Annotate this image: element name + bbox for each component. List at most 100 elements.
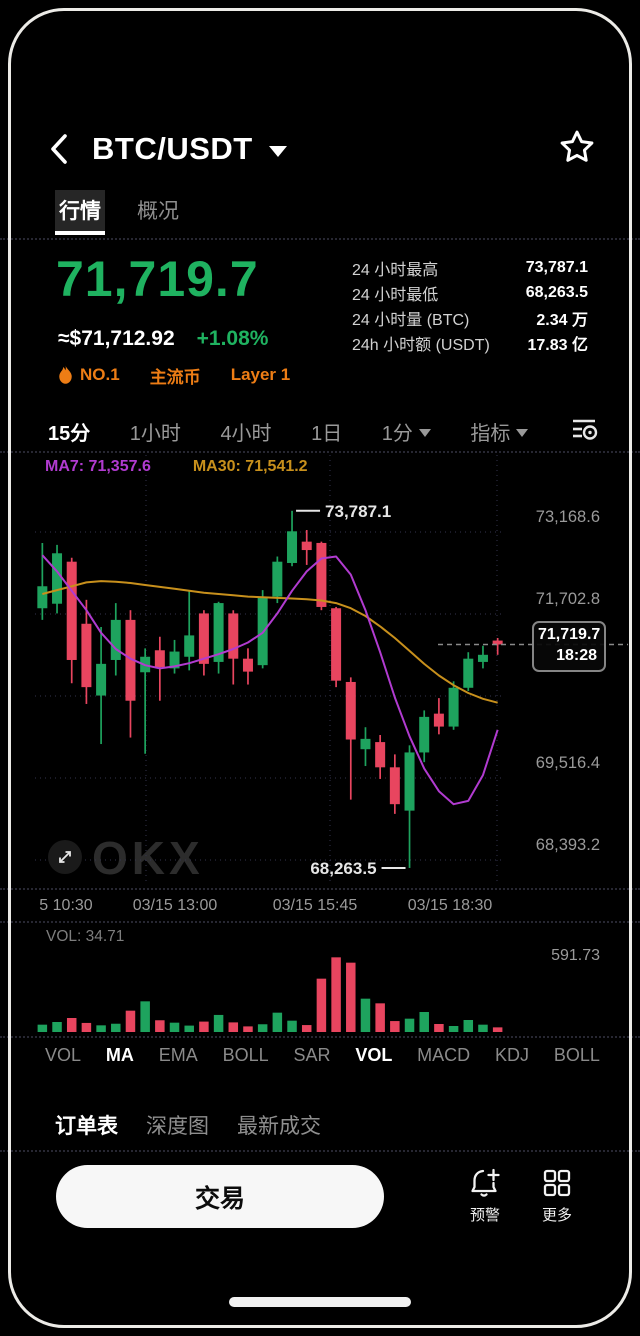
timeframe-more-dropdown[interactable]: 1分	[382, 417, 431, 446]
volume-bar	[434, 1024, 444, 1032]
candle-body	[169, 651, 180, 669]
favorite-button[interactable]	[558, 128, 596, 171]
volume-bar	[169, 1022, 180, 1032]
candle-body	[184, 635, 195, 657]
indicator-boll2[interactable]: BOLL	[553, 1044, 600, 1065]
x-axis-tick: 03/15 15:45	[272, 897, 358, 914]
bell-plus-icon	[471, 1168, 500, 1197]
volume-bar	[155, 1020, 165, 1032]
volume-bar	[243, 1026, 253, 1032]
volume-bar	[81, 1022, 92, 1032]
price-row: ≈$71,712.92 +1.08%	[58, 327, 268, 351]
caret-down-icon	[268, 145, 287, 157]
last-price: 71,719.7	[56, 251, 259, 307]
volume-bar	[257, 1024, 268, 1032]
indicator-ma[interactable]: MA	[105, 1044, 134, 1065]
candle-body	[477, 654, 488, 662]
candle-body	[228, 613, 239, 659]
tab-orderbook[interactable]: 订单表	[55, 1115, 118, 1138]
star-icon	[560, 130, 594, 162]
tab-depth[interactable]: 深度图	[146, 1115, 209, 1138]
candle-body	[81, 623, 92, 688]
back-button[interactable]	[48, 131, 78, 167]
divider	[0, 888, 640, 890]
timeframe-bar: 15分 1小时 4小时 1日 1分 指标	[48, 415, 600, 447]
indicator-ema[interactable]: EMA	[158, 1044, 198, 1065]
timeframe-4h[interactable]: 4小时	[220, 422, 272, 445]
candle-body	[375, 742, 386, 768]
alert-button[interactable]: 预警	[453, 1166, 517, 1225]
ma30-line	[42, 580, 498, 704]
section-tabs: 行情 概况	[55, 190, 179, 233]
y-axis-tick: 68,393.2	[535, 836, 600, 854]
candle-body	[110, 619, 121, 660]
timeframe-15m[interactable]: 15分	[48, 422, 91, 445]
candle-body	[433, 713, 444, 727]
badge-rank[interactable]: NO.1	[58, 365, 120, 385]
volume-bar	[66, 1018, 77, 1032]
x-axis-tick: 03/15 18:30	[407, 897, 493, 914]
indicator-sar[interactable]: SAR	[293, 1044, 331, 1065]
candle-body	[287, 531, 298, 563]
caret-down-icon	[418, 428, 431, 437]
candle-body	[448, 687, 459, 727]
stats-panel: 24 小时最高 73,787.1 24 小时最低 68,263.5 24 小时量…	[352, 255, 588, 355]
flame-icon	[59, 365, 72, 384]
indicator-boll[interactable]: BOLL	[222, 1044, 269, 1065]
expand-chart-button[interactable]	[48, 840, 82, 874]
more-button[interactable]: 更多	[525, 1166, 589, 1225]
candle-body	[242, 658, 253, 672]
volume-bar	[272, 1012, 283, 1032]
candle-body	[492, 640, 503, 645]
caret-down-icon	[516, 428, 529, 437]
indicator-tabs: VOL MA EMA BOLL SAR VOL MACD KDJ BOLL	[45, 1040, 600, 1070]
timeframe-1h[interactable]: 1小时	[129, 422, 181, 445]
stat-row: 24 小时量 (BTC) 2.34 万	[352, 311, 588, 329]
x-axis-tick: 03/15 13:00	[132, 897, 218, 914]
volume-bar	[331, 957, 341, 1032]
change-percent: +1.08%	[196, 327, 269, 350]
pair-selector[interactable]: BTC/USDT	[92, 131, 287, 167]
volume-bar	[199, 1021, 209, 1032]
volume-bar	[463, 1020, 474, 1032]
candle-body	[257, 596, 268, 666]
volume-bar	[492, 1027, 503, 1032]
candlestick-chart[interactable]: 73,787.1 68,263.5	[0, 450, 640, 1036]
indicator-kdj[interactable]: KDJ	[495, 1044, 530, 1065]
badge-row: NO.1 主流币 Layer 1	[58, 362, 290, 388]
chevron-left-icon	[51, 134, 67, 164]
tab-quote[interactable]: 行情	[55, 190, 105, 233]
indicator-vol-main[interactable]: VOL	[45, 1044, 82, 1065]
grid-icon	[543, 1169, 571, 1197]
candle-body	[52, 553, 63, 604]
timeframe-1d[interactable]: 1日	[311, 422, 343, 445]
orderbook-tabs: 订单表 深度图 最新成交	[55, 1110, 321, 1140]
home-indicator[interactable]	[229, 1297, 411, 1307]
stat-row: 24h 小时额 (USDT) 17.83 亿	[352, 336, 588, 354]
ma-labels: MA7: 71,357.6 MA30: 71,541.2	[45, 458, 308, 476]
tab-overview[interactable]: 概况	[137, 200, 179, 223]
volume-label: VOL: 34.71	[46, 928, 125, 945]
more-label: 更多	[541, 1207, 572, 1224]
divider	[0, 451, 640, 453]
indicator-dropdown[interactable]: 指标	[470, 417, 529, 446]
indicator-vol-sub[interactable]: VOL	[355, 1044, 393, 1065]
chart-settings-icon	[572, 419, 598, 440]
tag-price: 71,719.7	[538, 626, 601, 644]
pair-title: BTC/USDT	[92, 131, 253, 166]
last-price-tag: 71,719.7 18:28	[532, 621, 606, 673]
candle-body	[360, 738, 371, 750]
stat-row: 24 小时最高 73,787.1	[352, 258, 588, 279]
badge-layer1[interactable]: Layer 1	[230, 365, 291, 384]
high-annotation: 73,787.1	[325, 502, 391, 521]
candle-body	[345, 681, 356, 740]
tab-trades[interactable]: 最新成交	[237, 1115, 321, 1138]
chart-settings-button[interactable]	[568, 416, 600, 447]
badge-mainstream[interactable]: 主流币	[149, 367, 201, 387]
active-tab-underline	[55, 231, 105, 235]
indicator-macd[interactable]: MACD	[417, 1044, 471, 1065]
volume-bar	[213, 1014, 224, 1032]
expand-icon	[59, 851, 71, 863]
trade-button[interactable]: 交易	[56, 1165, 384, 1228]
